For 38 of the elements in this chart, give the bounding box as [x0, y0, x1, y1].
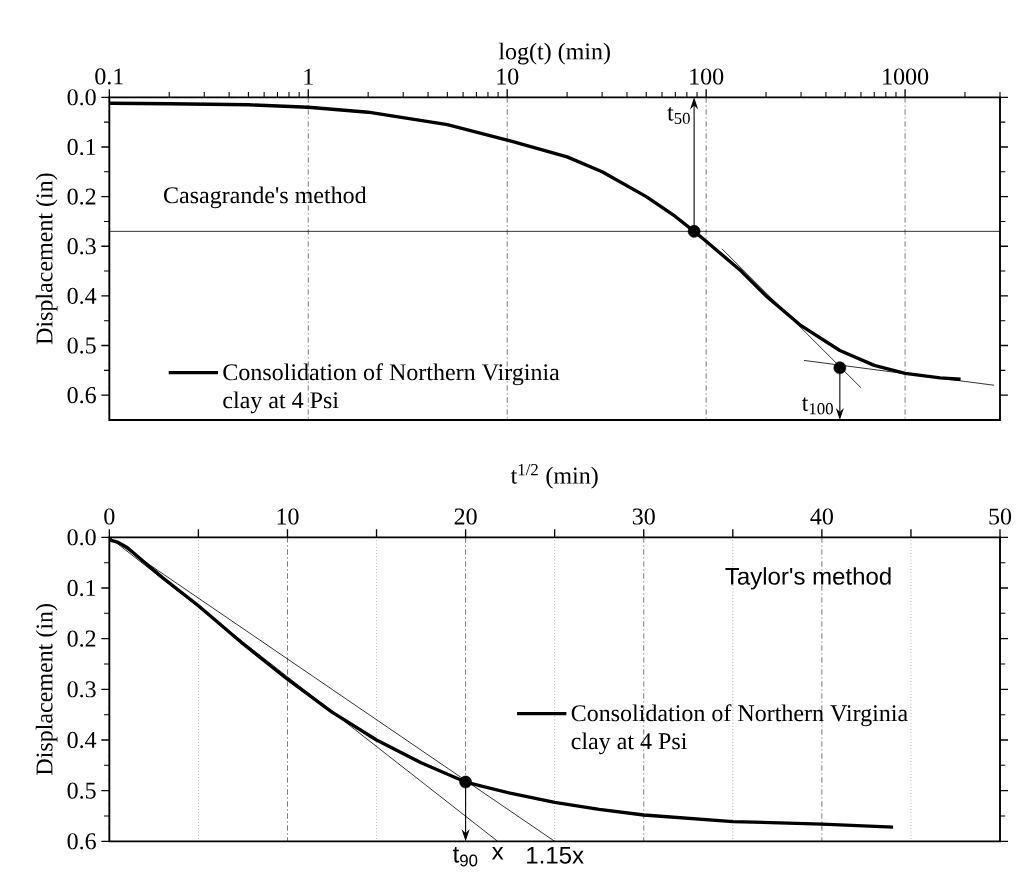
y-tick-label: 0.3 — [67, 681, 96, 698]
y-tick-label: 0.5 — [67, 337, 96, 354]
text: x — [491, 846, 504, 860]
y-tick-label: 0.2 — [67, 188, 96, 205]
y-tick-label: 0.4 — [67, 731, 97, 749]
x-axis-title: t$^{1/2}$ (min) — [510, 464, 598, 489]
y-axis-title: Displacement (in) — [35, 604, 58, 775]
y-tick-label: 0.2 — [67, 630, 96, 647]
y-tick-label: 0.3 — [67, 238, 96, 255]
x-tick-label: 30 — [632, 508, 655, 525]
annotation: Taylor's method — [725, 567, 891, 590]
annotation: t$_{50}$ — [667, 106, 690, 125]
y-tick-label: 0.1 — [67, 579, 96, 597]
y-tick-label: 0.6 — [67, 387, 96, 404]
text: t$_{90}$ — [452, 846, 478, 867]
x-tick-label: 0 — [104, 508, 115, 525]
x-tick-label: 1 — [304, 68, 313, 85]
y-axis-title: Displacement (in) — [35, 173, 58, 345]
y-tick-label: 0.0 — [67, 529, 96, 546]
x-tick-label: 10 — [277, 508, 299, 525]
x-tick-label: 50 — [989, 508, 1012, 525]
y-tick-label: 0.1 — [67, 138, 96, 156]
y-tick-label: 0.5 — [67, 782, 96, 799]
x-tick-label: 100 — [690, 68, 724, 85]
x-tick-label: 10 — [497, 68, 519, 85]
x-tick-label: 40 — [810, 508, 833, 525]
legend-label: Consolidation of Northern Virginia clay at 4 Psi — [223, 363, 560, 414]
annotation: t$_{100}$ — [801, 397, 833, 415]
y-tick-label: 0.4 — [67, 287, 97, 305]
annotation: Casagrande's method — [164, 186, 367, 209]
x-tick-label: 1000 — [883, 68, 929, 85]
x-tick-label: 20 — [454, 508, 477, 525]
legend-label: Consolidation of Northern Virginia clay at 4 Psi — [571, 704, 908, 755]
x-tick-label: 0.1 — [95, 68, 123, 85]
text: 1.15x — [527, 846, 584, 864]
y-tick-label: 0.0 — [67, 89, 96, 106]
x-axis-title: log(t) (min) — [498, 42, 610, 65]
y-tick-label: 0.6 — [67, 833, 96, 850]
